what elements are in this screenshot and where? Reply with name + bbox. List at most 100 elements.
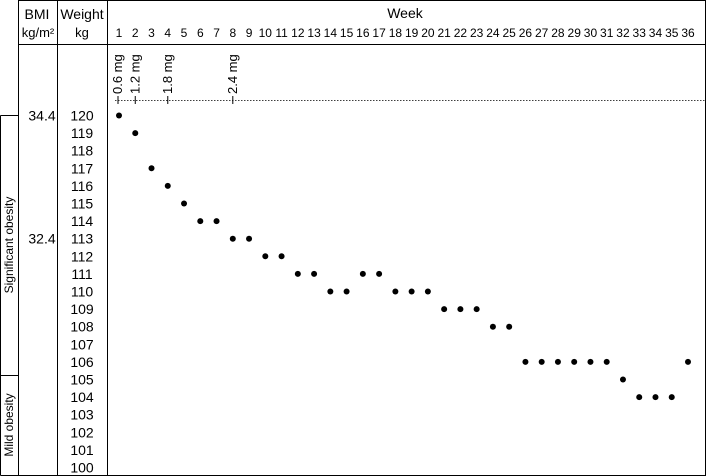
week-tick-label: 9	[246, 26, 253, 40]
week-tick-label: 36	[681, 26, 695, 40]
weight-tick-label: 112	[71, 248, 94, 264]
week-tick-label: 17	[372, 26, 386, 40]
weight-point	[311, 270, 318, 277]
weight-point	[489, 323, 496, 330]
weight-point	[457, 306, 464, 313]
week-tick-label: 1	[116, 26, 123, 40]
weight-point	[181, 200, 188, 207]
bmi-header: BMI	[25, 6, 50, 22]
week-tick-label: 35	[665, 26, 679, 40]
weight-point	[506, 323, 513, 330]
week-tick-label: 34	[649, 26, 663, 40]
week-tick-label: 16	[356, 26, 370, 40]
week-tick-label: 14	[324, 26, 338, 40]
weight-tick-label: 113	[71, 231, 94, 247]
weight-point	[685, 358, 691, 365]
week-tick-label: 27	[535, 26, 549, 40]
weight-point	[538, 358, 545, 365]
weight-point	[343, 288, 350, 295]
week-tick-label: 25	[502, 26, 516, 40]
weight-tick-label: 118	[71, 143, 94, 159]
weight-point	[246, 235, 253, 242]
weight-point	[327, 288, 334, 295]
category-band-mild: Mild obesity	[2, 393, 16, 456]
weight-point	[603, 358, 610, 365]
weight-point	[132, 130, 139, 137]
weight-point	[571, 358, 578, 365]
weight-point	[359, 270, 366, 277]
dose-step-label: 1.8 mg	[160, 54, 175, 94]
week-tick-label: 4	[164, 26, 171, 40]
week-tick-label: 32	[616, 26, 630, 40]
weight-point	[278, 253, 285, 260]
week-tick-label: 33	[633, 26, 647, 40]
week-tick-label: 7	[213, 26, 220, 40]
week-tick-label: 15	[340, 26, 354, 40]
weight-tick-label: 101	[70, 442, 94, 458]
weight-point	[554, 358, 561, 365]
week-tick-label: 31	[600, 26, 614, 40]
week-tick-label: 20	[421, 26, 435, 40]
week-tick-label: 2	[132, 26, 139, 40]
week-tick-label: 19	[405, 26, 419, 40]
week-tick-label: 23	[470, 26, 484, 40]
weight-point	[473, 306, 480, 313]
week-tick-label: 12	[291, 26, 305, 40]
bmi-tick-label: 32.4	[28, 231, 55, 247]
weight-tick-labels: 1201191181171161151141131121111101091081…	[70, 108, 94, 476]
weight-point	[213, 218, 220, 225]
weight-point	[636, 394, 643, 401]
weight-point	[116, 112, 122, 119]
weight-tick-label: 109	[70, 301, 94, 317]
weight-tick-label: 116	[71, 178, 94, 194]
weight-tick-label: 100	[70, 460, 94, 476]
week-tick-label: 28	[551, 26, 565, 40]
weight-tick-label: 105	[70, 372, 94, 388]
weight-tick-label: 107	[70, 336, 94, 352]
week-tick-label: 18	[389, 26, 403, 40]
weight-point	[652, 394, 659, 401]
dose-step-labels: 0.6 mg 1.2 mg 1.8 mg 2.4 mg	[110, 54, 240, 104]
week-tick-label: 10	[259, 26, 273, 40]
dose-step-label: 2.4 mg	[225, 54, 240, 94]
week-tick-label: 13	[307, 26, 321, 40]
weight-tick-label: 111	[71, 266, 92, 282]
weight-tick-label: 108	[70, 319, 94, 335]
weight-tick-label: 104	[70, 389, 94, 405]
weight-tick-label: 115	[71, 196, 94, 212]
weight-point	[229, 235, 236, 242]
weight-point	[408, 288, 415, 295]
week-tick-label: 5	[181, 26, 188, 40]
weight-point	[148, 165, 155, 172]
weight-tick-label: 102	[70, 424, 94, 440]
bmi-unit: kg/m²	[22, 25, 55, 40]
weight-header: Weight	[60, 6, 103, 22]
week-tick-label: 22	[454, 26, 468, 40]
weight-tick-label: 117	[71, 160, 94, 176]
weight-tick-label: 114	[71, 213, 94, 229]
weight-point	[392, 288, 399, 295]
week-tick-label: 6	[197, 26, 204, 40]
weight-points	[116, 112, 691, 401]
weight-point	[619, 376, 626, 383]
weight-unit: kg	[75, 25, 89, 40]
week-tick-label: 21	[437, 26, 451, 40]
weight-point	[262, 253, 269, 260]
weight-point	[164, 182, 171, 189]
weight-point	[197, 218, 204, 225]
weight-point	[587, 358, 594, 365]
weight-point	[376, 270, 383, 277]
dose-step-label: 1.2 mg	[127, 54, 142, 94]
weight-point	[294, 270, 301, 277]
weight-point	[522, 358, 529, 365]
week-tick-label: 3	[148, 26, 155, 40]
weight-point	[441, 306, 448, 313]
weight-tick-label: 106	[70, 354, 94, 370]
weight-tick-label: 110	[71, 284, 94, 300]
week-tick-label: 11	[275, 26, 288, 40]
bmi-tick-label: 34.4	[28, 108, 55, 124]
weight-tick-label: 119	[71, 125, 94, 141]
week-tick-label: 29	[568, 26, 582, 40]
category-band-significant: Significant obesity	[2, 197, 16, 294]
